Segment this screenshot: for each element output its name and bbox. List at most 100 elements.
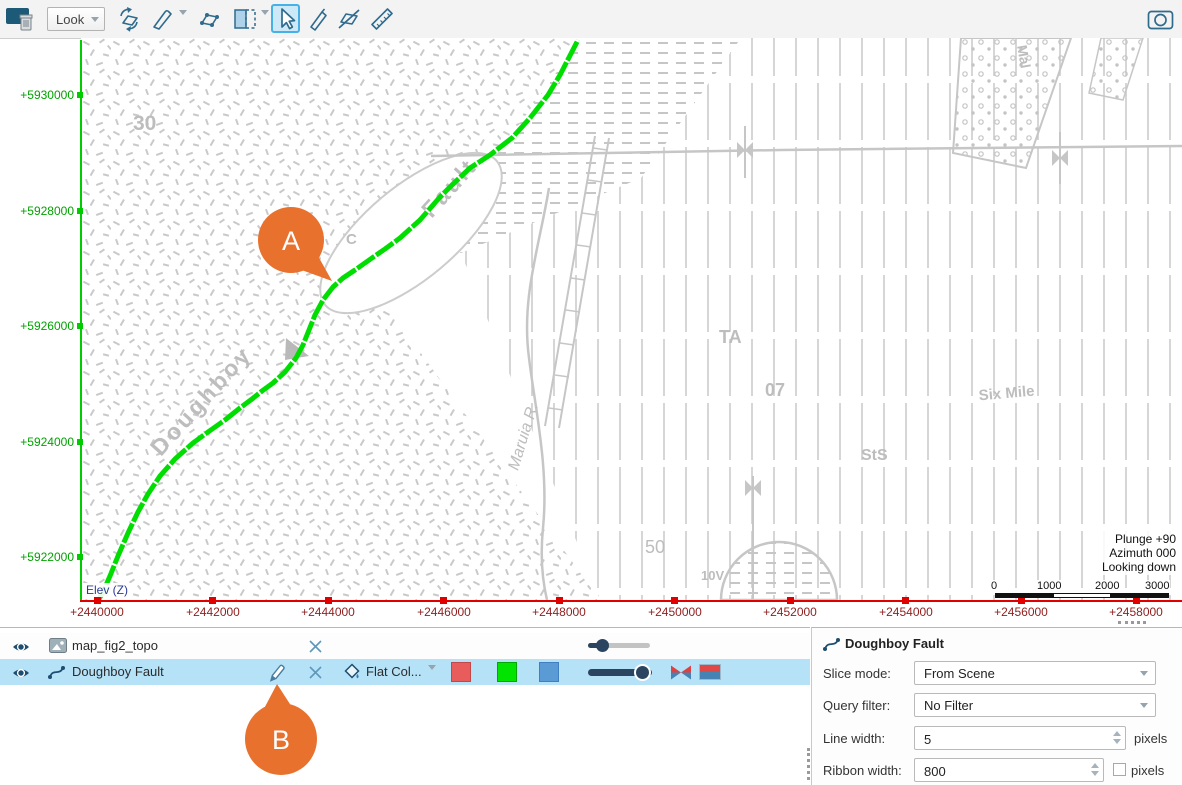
x-axis-tick: [209, 597, 216, 604]
ribbon-direction-button[interactable]: [670, 664, 692, 686]
slider-fill: [588, 643, 602, 648]
layer-row-doughboy-fault[interactable]: Doughboy Fault Flat Col...: [0, 659, 810, 688]
bowtie-icon: [671, 665, 691, 680]
slicer-box-button[interactable]: [230, 6, 260, 32]
query-filter-label: Query filter:: [823, 698, 891, 713]
color-swatch-red[interactable]: [451, 662, 471, 682]
shape-list-panel: map_fig2_topo Doughboy Fault: [0, 627, 810, 785]
chevron-down-icon[interactable]: [428, 665, 436, 688]
x-axis-label: +2452000: [763, 605, 817, 619]
scalebar-segment: [1111, 593, 1169, 598]
slicer-polyline-button[interactable]: [196, 6, 222, 32]
camera-icon: [1147, 10, 1174, 30]
scene-viewport[interactable]: 30 Fault C Doughboy Maruia R. TA 07 StS …: [81, 38, 1182, 600]
slicer-polyline-icon: [200, 13, 219, 27]
clear-scene-icon: [6, 8, 33, 31]
shader-dropdown[interactable]: Flat Col...: [366, 664, 422, 679]
elevation-axis-label: Elev (Z): [83, 583, 131, 597]
x-axis-label: +2458000: [1109, 605, 1163, 619]
select-arrow-icon: [280, 7, 295, 29]
spin-down-icon[interactable]: [1091, 771, 1099, 776]
line-width-spinner[interactable]: [914, 726, 1126, 751]
slice-mode-select[interactable]: From Scene: [914, 661, 1156, 685]
color-swatch-blue[interactable]: [539, 662, 559, 682]
ribbon-width-input[interactable]: [915, 759, 1092, 783]
line-width-unit: pixels: [1134, 731, 1168, 746]
marker-a-label: A: [282, 226, 300, 256]
look-dropdown-value: Look: [56, 11, 85, 27]
slicer-box-chevron[interactable]: [261, 10, 271, 32]
ribbon-sides-button[interactable]: [699, 664, 721, 680]
scalebar-label: 1000: [1036, 580, 1063, 592]
polygon-slash-icon: [338, 9, 360, 29]
slice-view-button[interactable]: [150, 6, 176, 32]
y-axis-tick: [77, 554, 83, 560]
x-axis-tick: [556, 597, 563, 604]
polyline-layer-icon: [48, 665, 66, 684]
x-axis-tick: [671, 597, 678, 604]
shape-properties-panel: Doughboy Fault Slice mode: From Scene Qu…: [811, 627, 1182, 785]
x-axis-tick: [94, 597, 101, 604]
draw-polygon-button[interactable]: [336, 6, 362, 32]
chevron-down-icon: [91, 17, 99, 22]
remove-layer-button[interactable]: [309, 640, 322, 658]
edit-pencil-button[interactable]: [268, 663, 285, 687]
ribbon-width-spinner[interactable]: [914, 758, 1104, 783]
x-axis-label: +2450000: [648, 605, 702, 619]
query-filter-select[interactable]: No Filter: [914, 693, 1156, 717]
close-icon: [309, 640, 322, 653]
line-width-input[interactable]: [915, 727, 1114, 751]
vertical-splitter-handle[interactable]: [807, 748, 810, 780]
draw-slicer-line-button[interactable]: [306, 6, 332, 32]
close-icon: [309, 666, 322, 679]
x-axis-tick: [902, 597, 909, 604]
spin-up-icon[interactable]: [1091, 763, 1099, 768]
looking-readout: Looking down: [1101, 560, 1176, 574]
topo-label-mal: Mal: [1014, 44, 1034, 70]
topo-label-30: 30: [133, 112, 156, 135]
topo-label-10v: 10V: [701, 568, 724, 583]
ruler-button[interactable]: [369, 6, 395, 32]
polyline-layer-icon: [823, 637, 841, 656]
marker-b-label: B: [272, 725, 290, 755]
topo-label-50: 50: [645, 537, 665, 557]
color-swatch-green[interactable]: [497, 662, 517, 682]
y-axis-tick: [77, 208, 83, 214]
topo-label-07: 07: [765, 380, 785, 400]
shader-bucket-icon: [343, 663, 361, 686]
select-tool-button[interactable]: [271, 4, 300, 33]
visibility-eye-icon[interactable]: [12, 666, 30, 684]
rotate-slicer-icon: [120, 7, 138, 32]
spin-down-icon[interactable]: [1113, 739, 1121, 744]
spin-up-icon[interactable]: [1113, 731, 1121, 736]
scalebar-segment: [1053, 593, 1111, 598]
slice-view-icon: [153, 9, 172, 30]
clear-scene-button[interactable]: [5, 6, 35, 32]
x-axis-line: [80, 600, 1182, 602]
azimuth-readout: Azimuth 000: [1109, 546, 1176, 560]
x-axis-label: +2446000: [417, 605, 471, 619]
opacity-slider[interactable]: [588, 639, 650, 652]
x-axis-tick: [1018, 597, 1025, 604]
slice-view-chevron[interactable]: [179, 10, 189, 32]
look-dropdown[interactable]: Look: [47, 7, 105, 31]
horizontal-splitter-handle[interactable]: [1118, 621, 1146, 624]
slider-handle[interactable]: [596, 639, 609, 652]
fault-polyline: [96, 38, 581, 600]
slider-handle[interactable]: [634, 664, 651, 681]
ribbon-pixels-checkbox[interactable]: [1113, 763, 1126, 776]
visibility-eye-icon[interactable]: [12, 640, 30, 658]
x-axis-label: +2448000: [532, 605, 586, 619]
camera-button[interactable]: [1146, 6, 1176, 32]
rotate-slicer-button[interactable]: [116, 6, 142, 32]
remove-layer-button[interactable]: [309, 666, 322, 684]
properties-title: Doughboy Fault: [845, 636, 944, 651]
spinner-arrows[interactable]: [1113, 731, 1121, 744]
spinner-arrows[interactable]: [1091, 763, 1099, 776]
ruler-icon: [371, 8, 393, 30]
pencil-icon: [269, 664, 285, 682]
line-width-slider[interactable]: [588, 664, 654, 681]
layer-row-map-fig2-topo[interactable]: map_fig2_topo: [0, 633, 810, 659]
topo-map-artwork: 30 Fault C Doughboy Maruia R. TA 07 StS …: [81, 38, 1182, 600]
